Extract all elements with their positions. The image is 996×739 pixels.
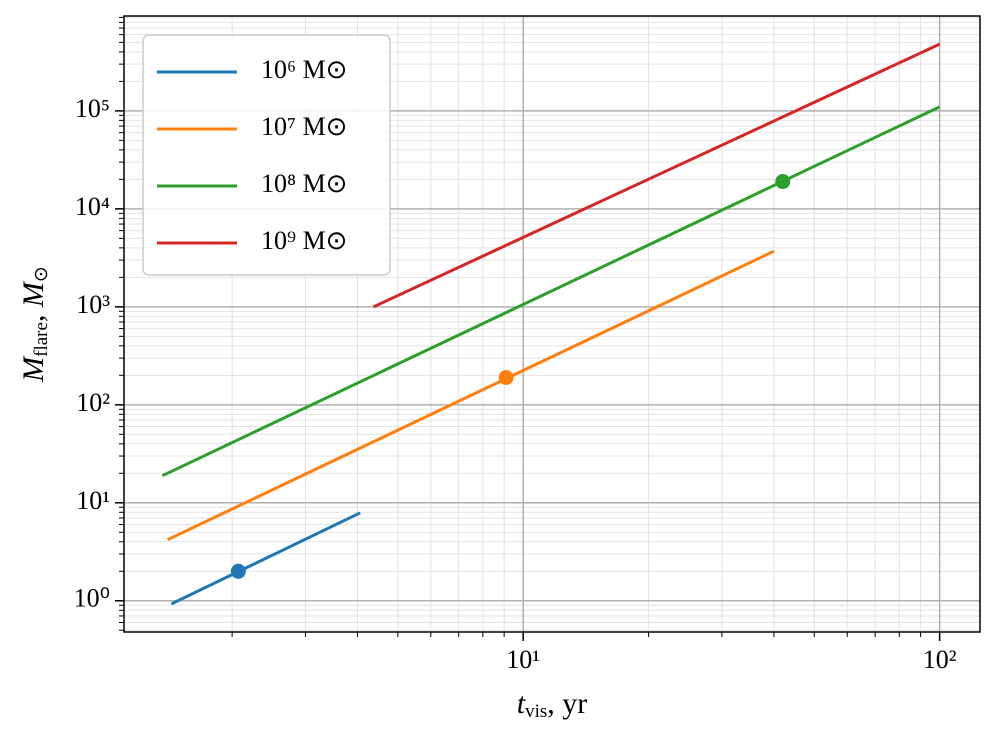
- y-label-sub: flare: [31, 322, 52, 357]
- series-line: [166, 249, 775, 542]
- y-label-rest: , M: [17, 280, 50, 322]
- y-tick-label: 10¹: [76, 486, 110, 515]
- x-tick-label: 10²: [923, 645, 957, 674]
- y-tick-label: 10³: [76, 290, 110, 319]
- y-axis-label: Mflare, M⊙: [17, 266, 52, 383]
- legend-label: 10⁹ M⊙: [261, 226, 347, 255]
- marker: [498, 370, 514, 386]
- x-label-sub: vis: [525, 701, 547, 722]
- x-label-rest: , yr: [547, 687, 587, 720]
- y-label-unit-sub: ⊙: [31, 266, 52, 282]
- y-tick-label: 10⁴: [75, 192, 110, 221]
- x-axis-label: tvis, yr: [517, 687, 588, 722]
- series-line: [372, 42, 941, 309]
- legend-box: [142, 34, 391, 276]
- y-tick-label: 10⁵: [75, 94, 110, 123]
- legend-label: 10⁸ M⊙: [261, 169, 347, 198]
- y-label-main: M: [17, 355, 50, 383]
- legend-label: 10⁷ M⊙: [261, 112, 347, 141]
- series-line: [170, 511, 361, 606]
- marker: [230, 563, 246, 579]
- x-label-main: t: [517, 687, 526, 720]
- series-line: [161, 105, 941, 478]
- y-tick-label: 10²: [76, 388, 110, 417]
- y-tick-label: 10⁰: [74, 584, 110, 613]
- plot-frame: [123, 15, 981, 633]
- x-tick-label: 10¹: [506, 645, 540, 674]
- legend-label: 10⁶ M⊙: [261, 55, 347, 84]
- marker: [775, 174, 791, 190]
